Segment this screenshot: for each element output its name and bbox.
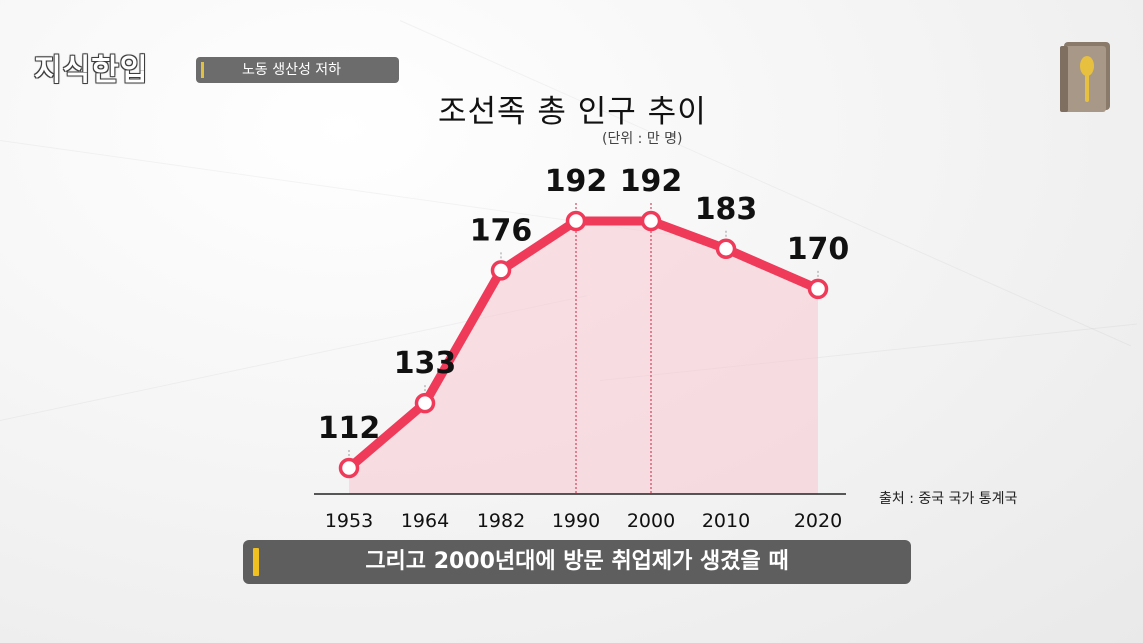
topic-label-bar: 노동 생산성 저하 [196, 57, 399, 83]
unit-label: (단위 : 만 명) [602, 131, 683, 147]
data-point [807, 278, 829, 300]
data-point [414, 392, 436, 414]
data-label: 192 [545, 164, 608, 199]
data-label: 133 [394, 346, 457, 381]
data-point [565, 210, 587, 232]
accent-stripe [201, 62, 204, 78]
subtitle-text: 그리고 2000년대에 방문 취업제가 생겼을 때 [365, 549, 789, 574]
data-point [640, 210, 662, 232]
data-label: 183 [695, 192, 758, 227]
x-tick-label: 1990 [552, 510, 600, 532]
area-fill [349, 221, 818, 494]
data-label: 176 [470, 213, 533, 248]
x-tick-label: 2010 [702, 510, 750, 532]
subtitle-bar: 그리고 2000년대에 방문 취업제가 생겼을 때 [243, 540, 911, 584]
x-tick-label: 2020 [794, 510, 842, 532]
brand-logo: 지식한입 [34, 53, 149, 88]
x-tick-label: 2000 [627, 510, 675, 532]
chart-title: 조선족 총 인구 추이 [438, 94, 707, 130]
x-tick-label: 1982 [477, 510, 525, 532]
data-point [338, 457, 360, 479]
x-tick-label: 1953 [325, 510, 373, 532]
x-tick-label: 1964 [401, 510, 449, 532]
data-label: 112 [318, 411, 381, 446]
accent-stripe [253, 548, 259, 576]
data-label: 192 [620, 164, 683, 199]
source-label: 출처 : 중국 국가 통계국 [879, 491, 1018, 507]
topic-label: 노동 생산성 저하 [242, 62, 342, 78]
data-point [490, 260, 512, 281]
data-point [715, 238, 737, 260]
book-spoon-icon [1060, 42, 1110, 112]
data-label: 170 [787, 232, 850, 267]
